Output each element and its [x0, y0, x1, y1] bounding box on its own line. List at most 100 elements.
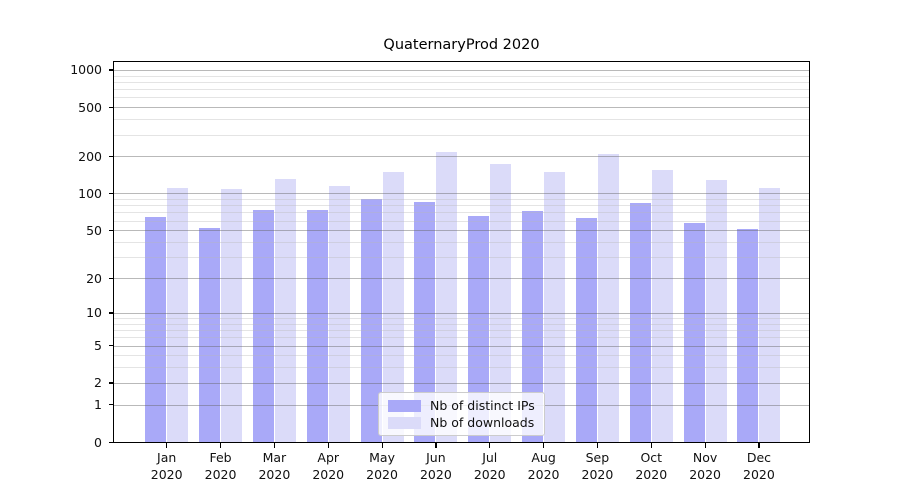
- y-tick-label-0: 0: [94, 434, 102, 450]
- x-tick-jul: [489, 443, 491, 448]
- plot-area: [114, 62, 809, 443]
- y-tick-2: [108, 382, 113, 384]
- y-tick-label-200: 200: [78, 148, 102, 164]
- x-tick-label-mar: Mar 2020: [258, 450, 291, 482]
- minor-gridline-9: [114, 318, 809, 319]
- minor-gridline-4: [114, 355, 809, 357]
- minor-gridline-90: [114, 199, 809, 201]
- x-tick-label-dec: Dec 2020: [743, 450, 775, 482]
- minor-gridline-400: [114, 119, 809, 121]
- major-gridline-10: [114, 312, 809, 314]
- bar-distinct-ips-jul: [468, 215, 490, 443]
- y-tick-100: [108, 192, 113, 195]
- bar-downloads-apr: [328, 186, 350, 443]
- minor-gridline-8: [114, 323, 809, 325]
- chart-title: QuaternaryProd 2020: [383, 37, 540, 53]
- bar-downloads-nov: [705, 179, 727, 443]
- y-tick-label-1000: 1000: [70, 62, 102, 78]
- minor-gridline-600: [114, 97, 809, 99]
- y-tick-500: [108, 106, 113, 108]
- bar-downloads-mar: [274, 179, 296, 443]
- y-tick-label-50: 50: [86, 222, 102, 238]
- x-tick-label-jun: Jun 2020: [419, 450, 452, 482]
- x-tick-label-apr: Apr 2020: [312, 450, 345, 482]
- bar-distinct-ips-nov: [683, 222, 705, 443]
- bar-downloads-feb: [221, 188, 243, 443]
- minor-gridline-300: [114, 134, 809, 136]
- x-tick-sep: [596, 443, 599, 448]
- y-tick-5: [108, 345, 113, 347]
- y-tick-20: [108, 277, 113, 279]
- x-tick-feb: [220, 443, 222, 448]
- minor-gridline-700: [114, 89, 809, 91]
- y-tick-label-5: 5: [94, 338, 102, 353]
- bar-distinct-ips-jun: [414, 201, 436, 443]
- y-tick-label-500: 500: [78, 99, 102, 115]
- x-tick-label-oct: Oct 2020: [635, 450, 668, 482]
- x-tick-label-nov: Nov 2020: [689, 450, 721, 482]
- minor-gridline-60: [114, 220, 809, 222]
- bar-distinct-ips-oct: [629, 203, 651, 443]
- x-tick-may: [381, 443, 383, 448]
- minor-gridline-30: [114, 257, 809, 259]
- bar-downloads-aug: [544, 172, 566, 443]
- minor-gridline-6: [114, 337, 809, 339]
- major-gridline-2: [114, 382, 809, 384]
- y-tick-label-2: 2: [94, 375, 102, 391]
- x-tick-label-jul: Jul 2020: [473, 450, 506, 482]
- x-tick-label-aug: Aug 2020: [527, 450, 560, 482]
- minor-gridline-900: [114, 75, 809, 77]
- x-tick-label-may: May 2020: [366, 450, 398, 482]
- x-tick-dec: [758, 443, 760, 448]
- bar-distinct-ips-dec: [737, 229, 759, 443]
- x-tick-jun: [435, 443, 437, 448]
- x-tick-aug: [543, 443, 545, 448]
- bar-distinct-ips-feb: [199, 228, 221, 443]
- y-tick-50: [108, 229, 113, 231]
- bar-distinct-ips-sep: [575, 218, 597, 443]
- bar-downloads-oct: [651, 169, 673, 443]
- legend-label-downloads: Nb of downloads: [430, 415, 535, 430]
- bar-distinct-ips-aug: [522, 210, 544, 443]
- y-tick-label-1: 1: [94, 397, 102, 413]
- legend: Nb of distinct IPs Nb of downloads: [378, 392, 545, 436]
- minor-gridline-80: [114, 205, 809, 207]
- y-tick-200: [108, 155, 113, 158]
- x-tick-jan: [166, 443, 168, 448]
- legend-swatch-distinct-ips: [388, 399, 421, 412]
- x-tick-nov: [704, 443, 706, 448]
- major-gridline-5: [114, 345, 809, 347]
- bar-distinct-ips-mar: [252, 209, 274, 443]
- bar-distinct-ips-jan: [145, 217, 167, 443]
- bar-downloads-sep: [597, 153, 619, 443]
- bar-downloads-jul: [490, 164, 512, 443]
- bar-downloads-dec: [759, 187, 781, 443]
- y-tick-10: [108, 312, 113, 314]
- x-tick-mar: [273, 443, 276, 448]
- minor-gridline-800: [114, 81, 809, 83]
- y-tick-label-10: 10: [86, 305, 102, 321]
- legend-label-distinct-ips: Nb of distinct IPs: [430, 398, 535, 413]
- major-gridline-20: [114, 278, 809, 280]
- minor-gridline-7: [114, 330, 809, 332]
- legend-item-downloads: Nb of downloads: [388, 415, 535, 430]
- major-gridline-100: [114, 193, 809, 195]
- bar-downloads-may: [382, 172, 404, 443]
- minor-gridline-3: [114, 367, 809, 369]
- legend-swatch-downloads: [388, 416, 421, 429]
- x-tick-label-feb: Feb 2020: [204, 450, 237, 482]
- bar-distinct-ips-may: [360, 198, 382, 443]
- major-gridline-1000: [114, 69, 809, 71]
- bar-distinct-ips-apr: [306, 209, 328, 443]
- minor-gridline-70: [114, 212, 809, 214]
- x-tick-label-jan: Jan 2020: [150, 450, 183, 482]
- y-tick-1000: [108, 69, 113, 71]
- x-tick-oct: [650, 443, 652, 448]
- bar-downloads-jan: [167, 188, 189, 443]
- legend-item-distinct-ips: Nb of distinct IPs: [388, 398, 535, 413]
- major-gridline-50: [114, 230, 809, 232]
- y-tick-label-20: 20: [86, 270, 102, 286]
- major-gridline-500: [114, 107, 809, 109]
- major-gridline-200: [114, 156, 809, 158]
